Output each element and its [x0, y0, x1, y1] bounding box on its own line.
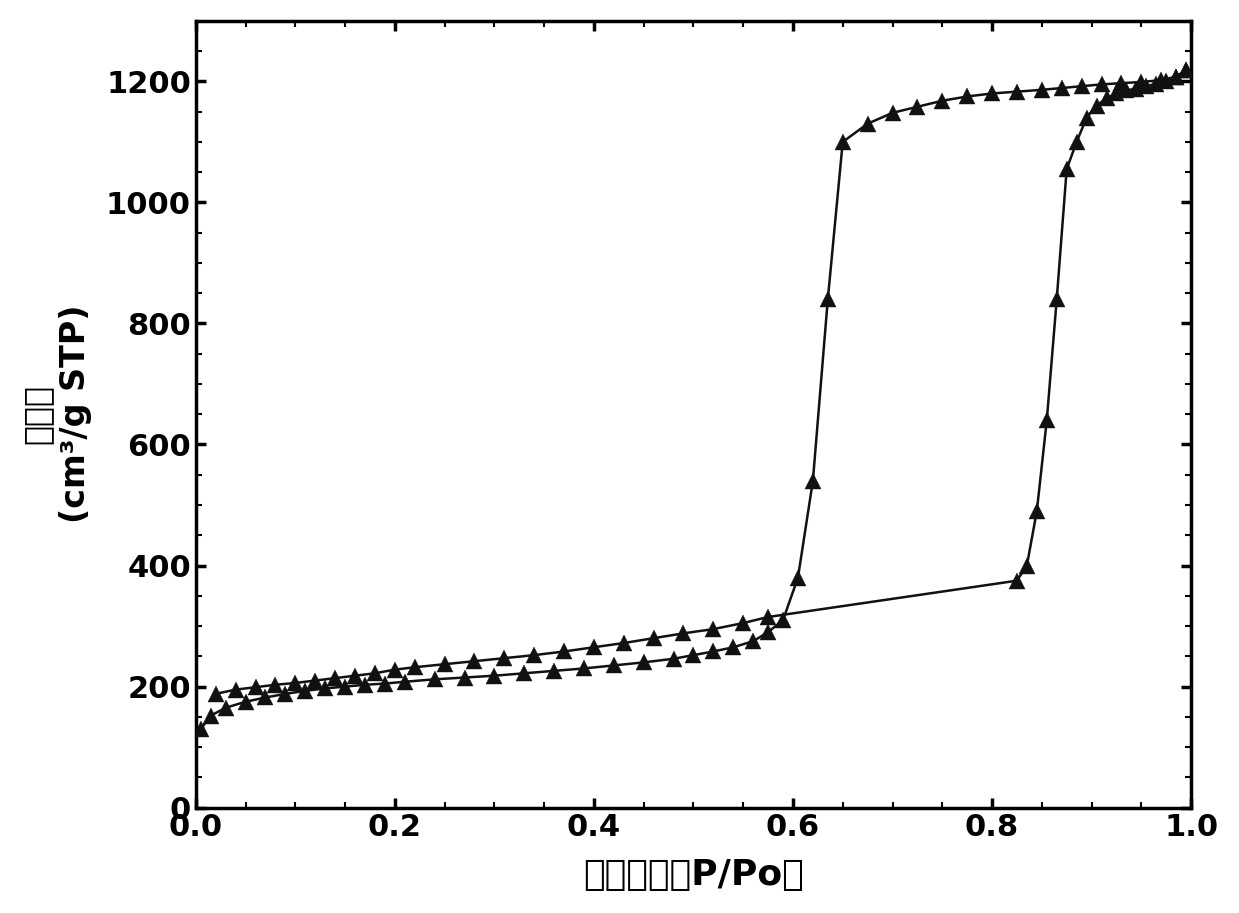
Y-axis label: 吸附量
(cm³/g STP): 吸附量 (cm³/g STP) — [21, 305, 92, 523]
X-axis label: 相对压力（P/Po）: 相对压力（P/Po） — [584, 858, 804, 892]
